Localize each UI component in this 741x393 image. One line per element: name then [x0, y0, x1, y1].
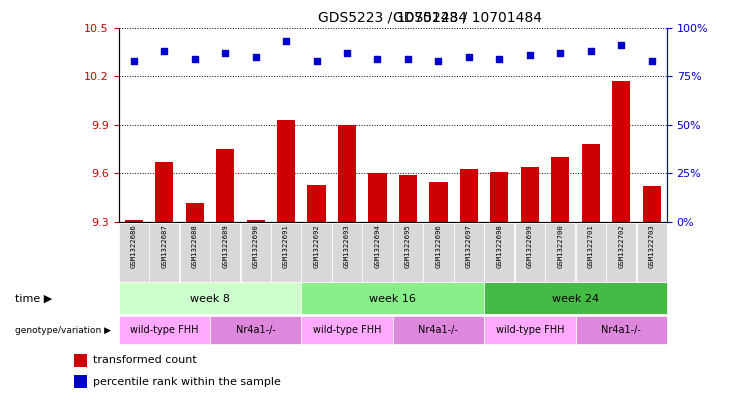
Bar — [545, 223, 575, 282]
Text: transformed count: transformed count — [93, 355, 196, 365]
Bar — [429, 182, 448, 222]
Text: GSM1322698: GSM1322698 — [496, 224, 502, 268]
Bar — [399, 175, 417, 222]
Bar — [642, 186, 661, 222]
Title: GDS5223 / 10701484: GDS5223 / 10701484 — [318, 11, 468, 25]
Text: wild-type FHH: wild-type FHH — [313, 325, 382, 335]
Bar — [74, 375, 87, 388]
Point — [280, 38, 292, 44]
Text: GSM1322696: GSM1322696 — [436, 224, 442, 268]
Text: wild-type FHH: wild-type FHH — [130, 325, 199, 335]
Bar — [119, 223, 149, 282]
Bar — [216, 149, 234, 222]
Point — [554, 50, 566, 56]
Bar — [241, 223, 270, 282]
Point — [128, 57, 140, 64]
Bar — [576, 223, 606, 282]
Point — [433, 57, 445, 64]
Bar — [271, 223, 301, 282]
Point — [341, 50, 353, 56]
Bar — [484, 316, 576, 344]
Bar — [362, 223, 393, 282]
Bar — [302, 223, 332, 282]
Point — [310, 57, 322, 64]
Text: GSM1322703: GSM1322703 — [648, 224, 654, 268]
Point — [494, 55, 505, 62]
Bar — [368, 173, 387, 222]
Text: Nr4a1-/-: Nr4a1-/- — [236, 325, 276, 335]
Bar — [210, 223, 240, 282]
Point — [189, 55, 201, 62]
Text: GSM1322691: GSM1322691 — [283, 224, 289, 268]
Text: week 16: week 16 — [369, 294, 416, 304]
Text: time ▶: time ▶ — [15, 294, 52, 304]
Bar — [393, 223, 423, 282]
Bar — [247, 220, 265, 222]
Bar — [484, 20, 667, 373]
Text: GSM1322702: GSM1322702 — [618, 224, 624, 268]
Text: percentile rank within the sample: percentile rank within the sample — [93, 376, 281, 387]
Bar — [612, 81, 631, 222]
Text: GSM1322686: GSM1322686 — [131, 224, 137, 268]
Point — [645, 57, 657, 64]
Bar — [124, 220, 143, 222]
Bar — [277, 120, 295, 222]
Text: GSM1322701: GSM1322701 — [588, 224, 594, 268]
Bar — [210, 316, 302, 344]
Point — [615, 42, 627, 48]
Text: GSM1322694: GSM1322694 — [374, 224, 380, 268]
Text: GSM1322695: GSM1322695 — [405, 224, 411, 268]
Bar — [459, 169, 478, 222]
Text: genotype/variation ▶: genotype/variation ▶ — [15, 326, 111, 334]
Bar — [491, 172, 508, 222]
Point — [159, 48, 170, 54]
Bar — [332, 223, 362, 282]
Bar — [338, 125, 356, 222]
Text: GSM1322688: GSM1322688 — [192, 224, 198, 268]
Bar — [637, 223, 667, 282]
Text: GSM1322700: GSM1322700 — [557, 224, 563, 268]
Bar — [302, 20, 484, 373]
Text: GSM1322697: GSM1322697 — [466, 224, 472, 268]
Bar — [453, 223, 484, 282]
Point — [250, 53, 262, 60]
Text: wild-type FHH: wild-type FHH — [496, 325, 564, 335]
Bar — [551, 157, 569, 222]
Bar — [606, 223, 637, 282]
Bar — [582, 144, 600, 222]
Point — [463, 53, 475, 60]
Text: GSM1322693: GSM1322693 — [344, 224, 350, 268]
Point — [219, 50, 231, 56]
Bar — [576, 316, 667, 344]
Bar — [302, 316, 393, 344]
Text: GSM1322699: GSM1322699 — [527, 224, 533, 268]
Text: GSM1322689: GSM1322689 — [222, 224, 228, 268]
Text: Nr4a1-/-: Nr4a1-/- — [601, 325, 641, 335]
Bar — [155, 162, 173, 222]
Point — [402, 55, 414, 62]
Text: GSM1322690: GSM1322690 — [253, 224, 259, 268]
Point — [524, 51, 536, 58]
Bar — [393, 316, 484, 344]
Bar — [485, 223, 514, 282]
Text: Nr4a1-/-: Nr4a1-/- — [419, 325, 459, 335]
Text: GDS5223 / 10701484: GDS5223 / 10701484 — [393, 11, 542, 25]
Bar — [423, 223, 453, 282]
Text: week 8: week 8 — [190, 294, 230, 304]
Bar — [119, 316, 210, 344]
Bar — [185, 203, 204, 222]
Bar — [119, 20, 302, 373]
Point — [371, 55, 383, 62]
Text: week 24: week 24 — [552, 294, 599, 304]
Text: GSM1322687: GSM1322687 — [162, 224, 167, 268]
Text: GSM1322692: GSM1322692 — [313, 224, 319, 268]
Bar — [74, 354, 87, 367]
Bar — [308, 185, 326, 222]
Bar — [149, 223, 179, 282]
Point — [585, 48, 597, 54]
Bar — [179, 223, 210, 282]
Bar — [515, 223, 545, 282]
Bar — [521, 167, 539, 222]
